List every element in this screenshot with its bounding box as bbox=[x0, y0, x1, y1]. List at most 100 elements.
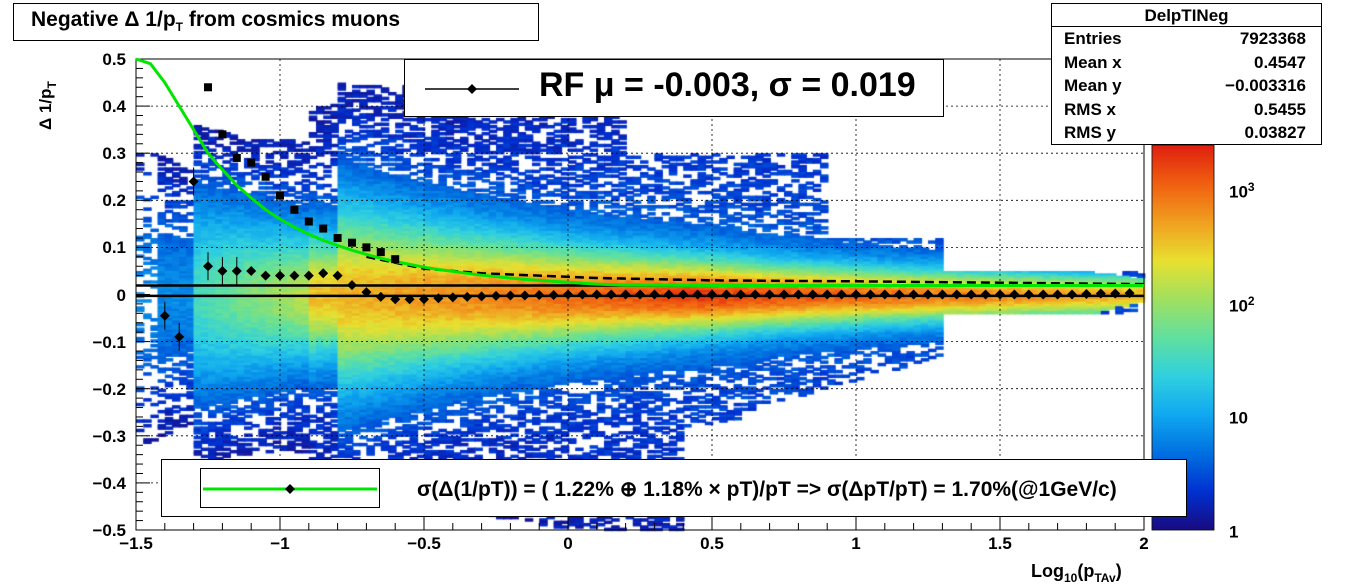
y-tick-label: −0.1 bbox=[92, 333, 126, 352]
stats-row: RMS x 0.5455 bbox=[1064, 99, 1306, 119]
mean-point bbox=[620, 289, 631, 300]
y-tick-label: 0.2 bbox=[102, 191, 126, 210]
mean-point bbox=[289, 270, 300, 281]
mean-point bbox=[505, 290, 516, 301]
mean-point bbox=[1095, 288, 1106, 299]
rf-legend-text: RF μ = -0.003, σ = 0.019 bbox=[539, 66, 916, 104]
mean-point bbox=[491, 290, 501, 301]
x-tick-label: 1 bbox=[851, 534, 861, 553]
mean-point bbox=[246, 265, 257, 276]
mean-point bbox=[534, 289, 545, 300]
mean-point bbox=[203, 261, 213, 272]
mean-point bbox=[419, 294, 429, 305]
mean-point bbox=[1124, 288, 1135, 299]
mean-point bbox=[318, 268, 329, 279]
mean-point bbox=[735, 289, 746, 300]
x-tick-label: 1.5 bbox=[988, 534, 1012, 553]
mean-point bbox=[995, 289, 1005, 300]
mean-point bbox=[174, 331, 185, 342]
mean-point bbox=[966, 289, 977, 300]
mean-point bbox=[937, 289, 948, 300]
z-palette-frame bbox=[1151, 144, 1215, 531]
y-tick-label: −0.2 bbox=[92, 380, 126, 399]
sigma-point bbox=[218, 130, 227, 139]
mean-point bbox=[822, 289, 833, 300]
mean-point bbox=[764, 289, 775, 300]
mean-point bbox=[447, 292, 458, 303]
sigma-point bbox=[362, 243, 371, 252]
mean-point bbox=[548, 289, 559, 300]
x-tick-label: −1.5 bbox=[119, 534, 153, 553]
mean-point bbox=[923, 289, 933, 300]
stats-row: Mean x 0.4547 bbox=[1064, 52, 1306, 72]
mean-point bbox=[563, 289, 573, 300]
sigma-point bbox=[304, 217, 313, 226]
chart-title: Negative Δ 1/pT from cosmics muons bbox=[31, 8, 401, 34]
mean-point bbox=[951, 289, 962, 300]
sigma-point bbox=[290, 205, 299, 214]
mean-point bbox=[476, 291, 487, 302]
z-tick-label: 103 bbox=[1229, 180, 1255, 202]
mean-point bbox=[1081, 289, 1092, 300]
sigma-dashed-curve bbox=[366, 255, 1145, 286]
y-tick-label: 0.3 bbox=[102, 144, 126, 163]
z-tick-label: 1 bbox=[1229, 522, 1239, 542]
sigma-point bbox=[319, 224, 328, 233]
mean-point bbox=[159, 310, 170, 321]
rf-legend-marker bbox=[425, 84, 519, 94]
mean-point bbox=[1052, 289, 1063, 300]
mean-point bbox=[635, 289, 645, 300]
sigma-point bbox=[232, 153, 241, 162]
mean-point bbox=[894, 289, 905, 300]
x-axis-label: Log10(pTAv) bbox=[1031, 561, 1122, 585]
mean-point bbox=[1023, 289, 1034, 300]
sigma-point bbox=[348, 238, 356, 247]
mean-point bbox=[779, 289, 789, 300]
data-markers bbox=[159, 83, 1135, 351]
mean-point bbox=[231, 265, 242, 276]
z-tick-label: 10 bbox=[1229, 408, 1248, 428]
mean-point bbox=[707, 289, 717, 300]
x-tick-label: −0.5 bbox=[407, 534, 441, 553]
mean-point bbox=[188, 176, 199, 187]
mean-point bbox=[217, 265, 228, 276]
mean-point bbox=[1038, 289, 1049, 300]
stats-name: DelpTINeg bbox=[1052, 4, 1321, 27]
y-axis-label: Δ 1/pT bbox=[36, 81, 59, 130]
fit-legend-line bbox=[203, 484, 377, 494]
stats-row: Entries 7923368 bbox=[1064, 29, 1306, 48]
stats-box: DelpTINeg Entries 7923368 Mean x 0.4547 Me… bbox=[1051, 3, 1322, 145]
mean-point bbox=[433, 293, 444, 304]
rf-legend: RF μ = -0.003, σ = 0.019 bbox=[404, 59, 944, 117]
mean-point bbox=[807, 289, 818, 300]
sigma-point bbox=[276, 191, 284, 200]
mean-point bbox=[275, 270, 285, 281]
sigma-point bbox=[376, 248, 385, 257]
x-tick-label: 2 bbox=[1139, 534, 1149, 553]
title-box: Negative Δ 1/pT from cosmics muons bbox=[13, 3, 539, 41]
y-tick-label: 0.5 bbox=[102, 50, 126, 69]
mean-point bbox=[332, 270, 343, 281]
mean-point bbox=[908, 289, 919, 300]
y-tick-label: −0.4 bbox=[92, 474, 126, 493]
mean-point bbox=[375, 291, 386, 302]
y-tick-label: −0.3 bbox=[92, 427, 126, 446]
stats-row: RMS y 0.03827 bbox=[1064, 123, 1306, 142]
mean-point bbox=[851, 289, 861, 300]
fit-curve bbox=[135, 57, 1144, 288]
mean-point bbox=[462, 291, 473, 302]
mean-point bbox=[519, 290, 530, 301]
mean-point bbox=[303, 270, 314, 281]
mean-point bbox=[865, 289, 876, 300]
mean-point bbox=[361, 287, 372, 298]
mean-point bbox=[663, 289, 674, 300]
mean-point bbox=[1110, 288, 1121, 299]
mean-point bbox=[347, 280, 357, 291]
fit-legend-swatch bbox=[200, 468, 380, 508]
mean-point bbox=[577, 289, 588, 300]
mean-point bbox=[390, 294, 401, 305]
mean-point bbox=[591, 289, 602, 300]
sigma-point bbox=[261, 172, 270, 181]
mean-point bbox=[793, 289, 804, 300]
